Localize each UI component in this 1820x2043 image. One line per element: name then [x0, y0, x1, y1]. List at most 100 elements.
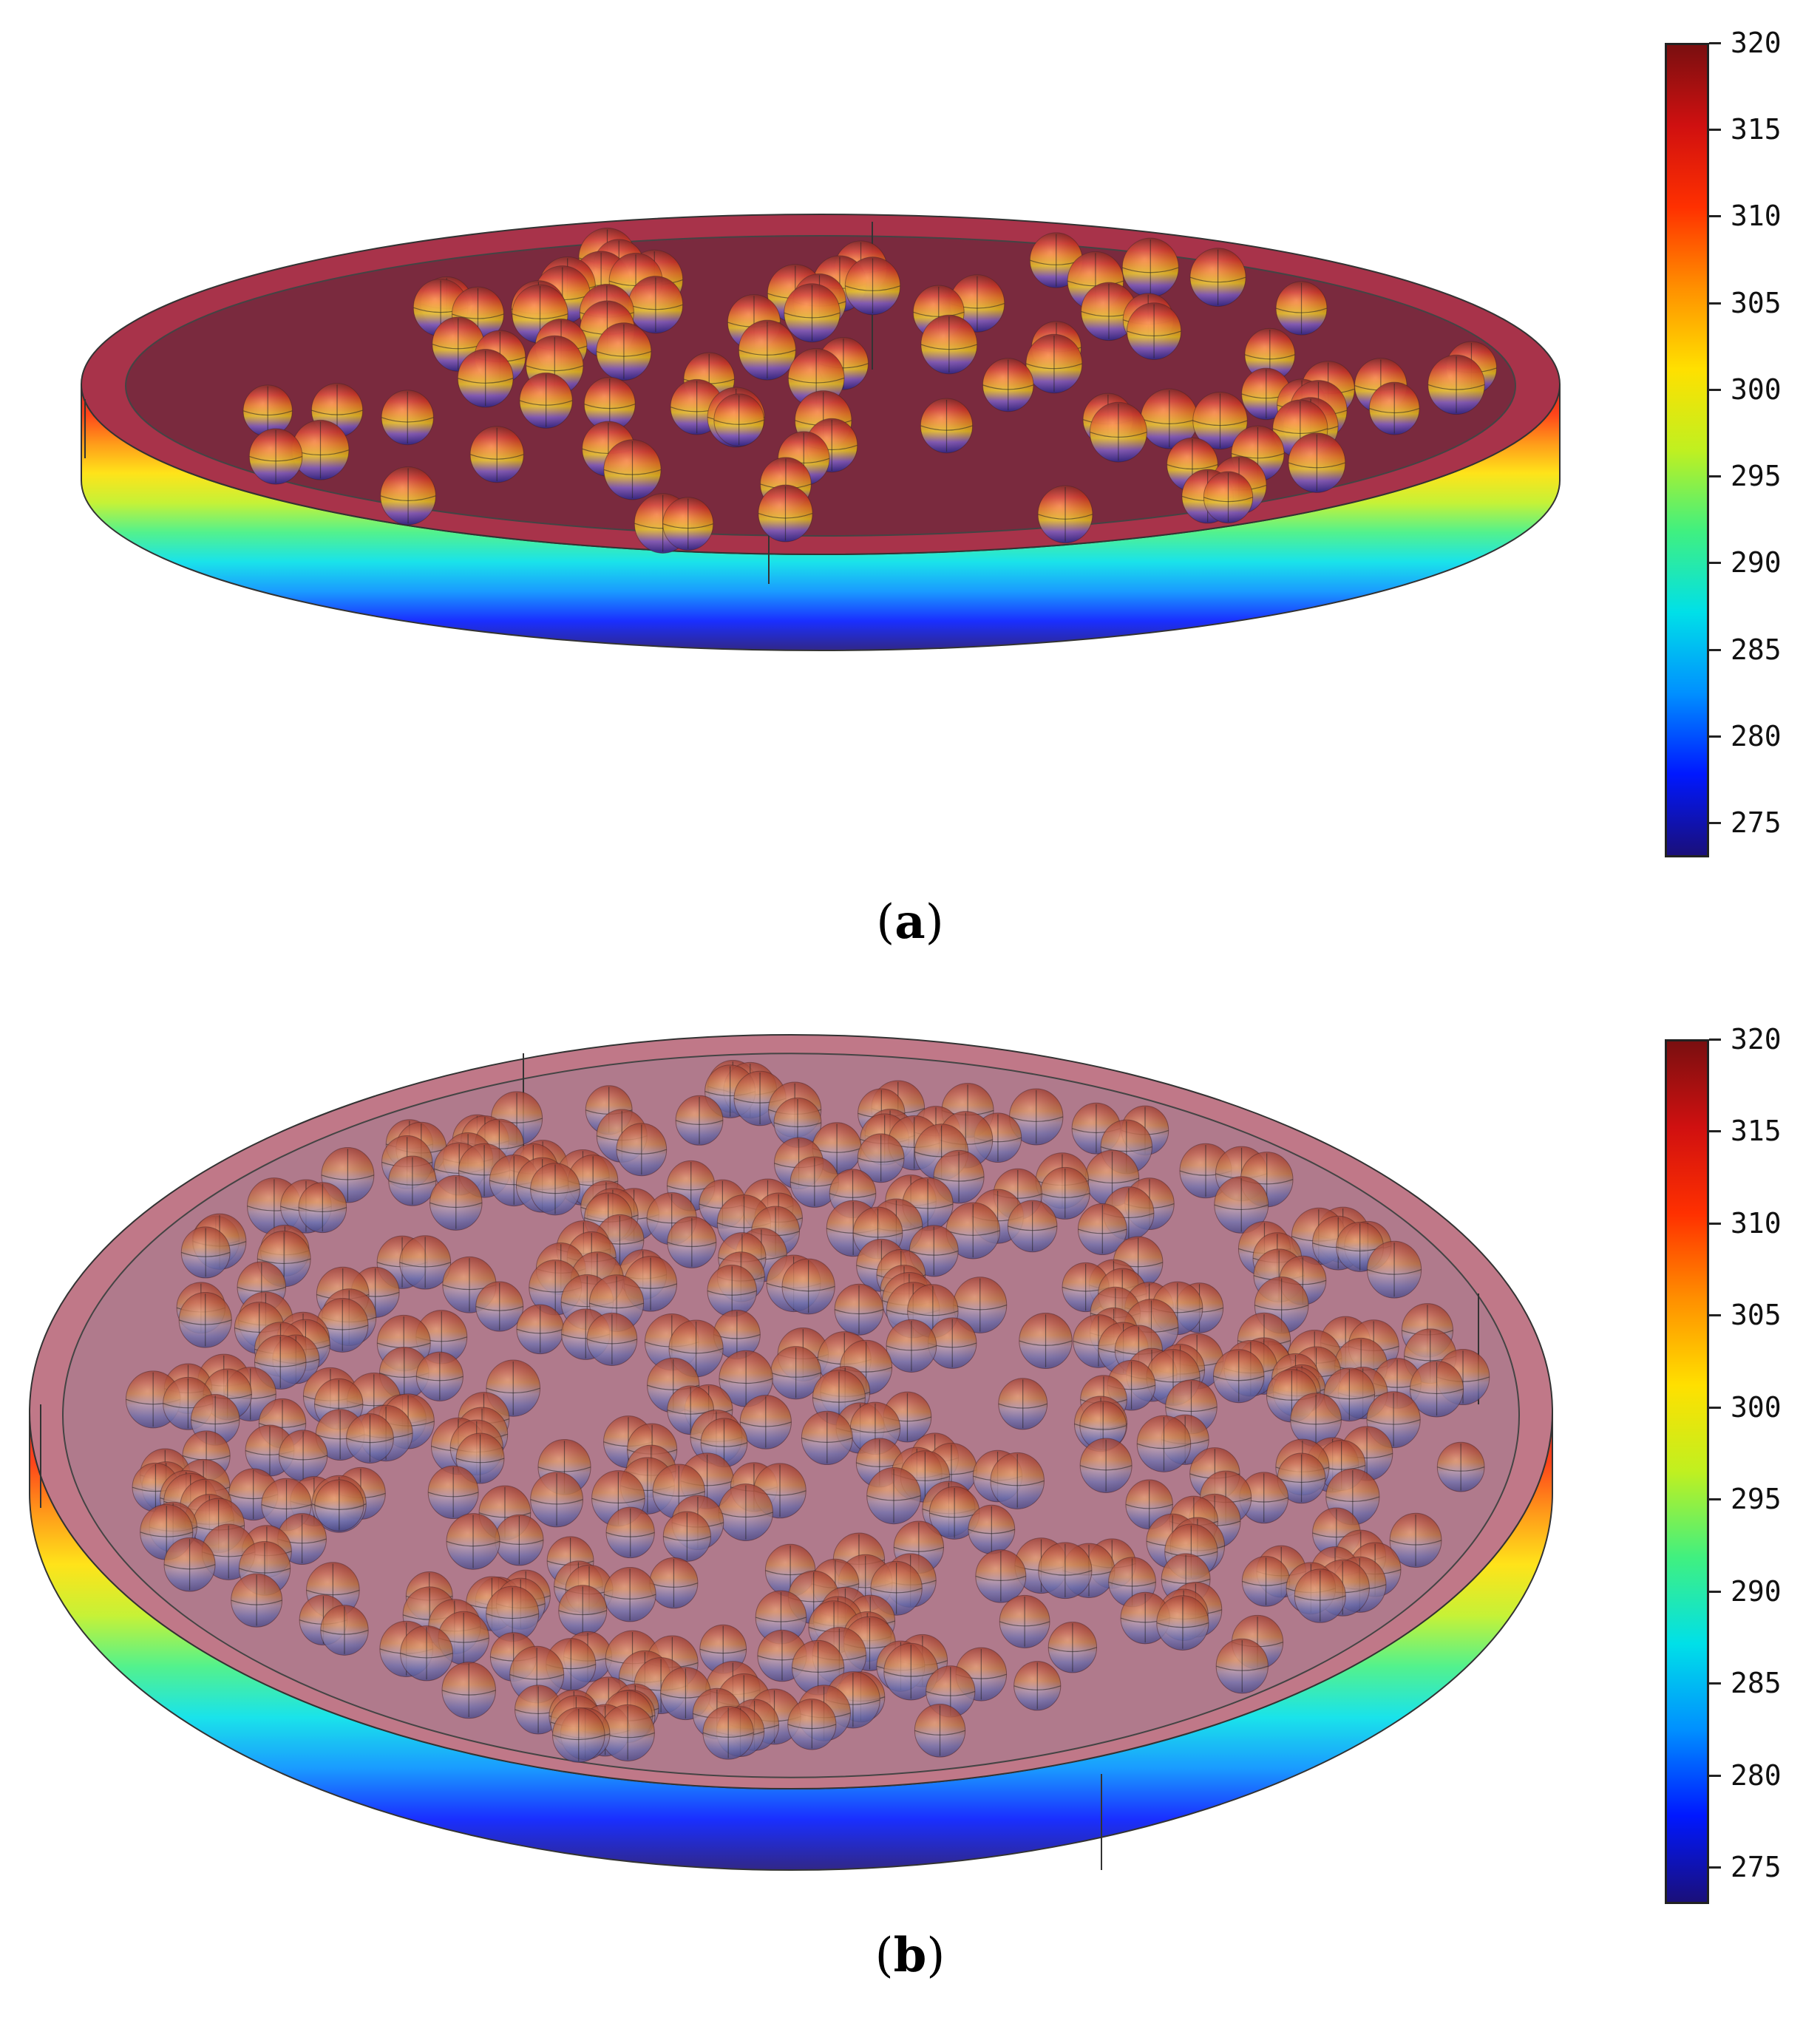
particle-sphere	[1140, 388, 1198, 449]
particle-sphere	[388, 1155, 437, 1206]
particle-sphere	[1013, 1661, 1062, 1711]
particle-sphere	[675, 1095, 724, 1146]
particle-sphere	[998, 1378, 1048, 1430]
tick-label: 290	[1731, 546, 1782, 579]
tick-mark	[1709, 1222, 1721, 1225]
particle-sphere	[231, 1573, 283, 1628]
tick-label: 320	[1731, 27, 1782, 59]
tick-mark	[1709, 1498, 1721, 1501]
tick-label: 310	[1731, 200, 1782, 233]
particle-sphere	[1079, 1401, 1127, 1451]
particle-sphere	[999, 1594, 1050, 1648]
particle-sphere	[928, 1486, 980, 1540]
particle-sphere	[990, 1452, 1045, 1509]
tick-label: 300	[1731, 1390, 1782, 1424]
particle-sphere	[530, 1472, 583, 1528]
particle-sphere	[400, 1625, 453, 1682]
tick-mark	[1709, 1039, 1721, 1041]
particle-sphere	[1294, 1568, 1346, 1623]
particle-sphere	[920, 398, 974, 454]
particle-sphere	[1215, 1638, 1269, 1694]
particle-sphere	[1037, 485, 1093, 544]
particle-sphere	[914, 1703, 966, 1758]
particle-sphere	[866, 1466, 921, 1525]
particle-sphere	[1212, 1349, 1265, 1404]
particle-sphere	[702, 1705, 754, 1760]
particle-sphere	[1277, 1452, 1326, 1504]
tick-label: 280	[1731, 1758, 1782, 1792]
caption-a-letter: a	[894, 894, 926, 950]
particle-sphere	[1089, 401, 1147, 463]
particle-sphere	[1136, 1415, 1192, 1472]
particle-sphere	[1127, 302, 1182, 360]
particle-sphere	[558, 1585, 608, 1636]
caption-a-close: )	[925, 895, 944, 950]
particle-sphere	[920, 314, 978, 375]
tick-label: 305	[1731, 1299, 1782, 1332]
particle-sphere	[469, 426, 524, 483]
particle-sphere	[1039, 1166, 1090, 1220]
caption-b-open: (	[875, 1928, 894, 1983]
tick-mark	[1709, 822, 1721, 825]
colorbar-b	[1665, 1039, 1709, 1904]
particle-sphere	[1081, 282, 1137, 341]
particle-sphere	[1156, 1595, 1209, 1651]
tick-mark	[1709, 302, 1721, 305]
particle-sphere	[1244, 327, 1296, 381]
particle-sphere	[1009, 1088, 1064, 1146]
caption-b-close: )	[926, 1928, 945, 1983]
particle-sphere	[457, 348, 514, 408]
particle-sphere	[1079, 1438, 1133, 1493]
particle-sphere	[415, 1351, 464, 1401]
colorbar-a	[1665, 43, 1709, 857]
particle-sphere	[886, 1319, 937, 1373]
particle-sphere	[1025, 333, 1083, 394]
tick-label: 305	[1731, 286, 1782, 319]
particle-sphere	[475, 1281, 524, 1332]
tick-label: 280	[1731, 719, 1782, 752]
particle-sphere	[1288, 432, 1346, 493]
panel-a: 320 315 310 305 300 295 290 285 280 275 (a)	[0, 0, 1820, 990]
particle-sphere	[1214, 1176, 1269, 1234]
particle-sphere	[486, 1585, 540, 1642]
tick-mark	[1709, 735, 1721, 738]
particle-sphere	[928, 1317, 977, 1369]
particle-sphere	[248, 428, 303, 485]
particle-sphere	[441, 1662, 496, 1719]
particle-sphere	[530, 1163, 580, 1216]
particle-sphere	[546, 1638, 597, 1691]
particle-sphere	[719, 1350, 773, 1407]
particle-sphere	[968, 1504, 1016, 1554]
particle-sphere	[516, 1304, 564, 1355]
tick-mark	[1709, 1590, 1721, 1593]
tick-mark	[1709, 1130, 1721, 1133]
particle-sphere	[427, 1465, 479, 1520]
tick-label: 315	[1731, 113, 1782, 146]
particle-sphere	[770, 1346, 822, 1400]
tick-label: 300	[1731, 373, 1782, 406]
particle-sphere	[291, 419, 350, 480]
particle-sphere	[1436, 1441, 1485, 1492]
particle-sphere	[1239, 1472, 1289, 1524]
particle-sphere	[739, 1395, 792, 1449]
particle-sphere	[603, 1567, 656, 1622]
tick-label: 285	[1731, 1667, 1782, 1700]
particle-sphere	[667, 1216, 717, 1268]
particle-sphere	[605, 1506, 655, 1559]
particle-sphere	[381, 390, 434, 446]
tick-label: 285	[1731, 633, 1782, 666]
particle-sphere	[662, 1511, 711, 1562]
particle-sphere	[603, 439, 662, 500]
tick-mark	[1709, 1866, 1721, 1869]
disk-scene-a	[81, 214, 1561, 651]
particle-sphere	[945, 1202, 1000, 1260]
tick-label: 310	[1731, 1206, 1782, 1240]
particle-sphere	[242, 384, 293, 438]
particle-sphere	[519, 373, 573, 429]
caption-b-letter: b	[893, 1928, 927, 1983]
tick-label: 290	[1731, 1574, 1782, 1608]
tick-mark	[1709, 648, 1721, 651]
particle-sphere	[713, 1310, 761, 1360]
particle-sphere	[1038, 1542, 1093, 1600]
panel-b: 320 315 310 305 300 295 290 285 280 275 (b)	[0, 990, 1820, 2043]
